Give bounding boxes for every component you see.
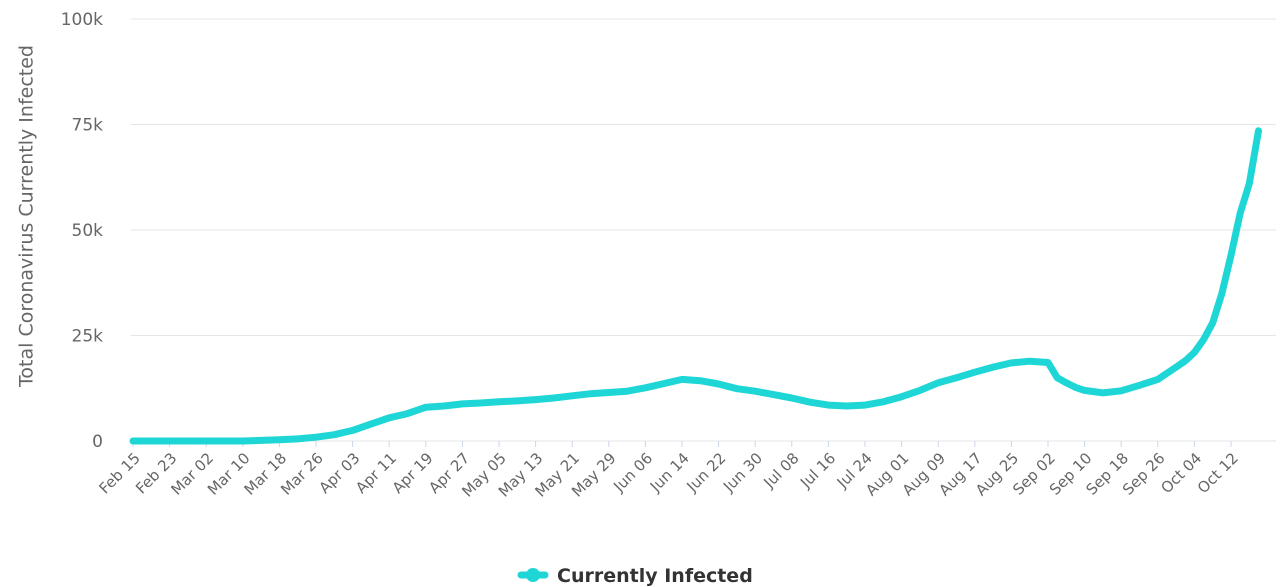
grid-lines	[131, 18, 1276, 442]
series-line[interactable]	[129, 127, 1262, 445]
legend-label[interactable]: Currently Infected	[557, 565, 753, 587]
y-tick-label: 100k	[61, 10, 103, 30]
y-tick-label: 50k	[72, 221, 104, 241]
x-tick-label: Jun 06	[609, 449, 656, 496]
legend[interactable]: Currently Infected	[517, 565, 753, 587]
series-layer	[129, 127, 1262, 445]
legend-dot-icon	[526, 568, 540, 582]
x-tick-label: Jul 08	[760, 449, 803, 492]
y-tick-label: 0	[92, 432, 103, 452]
y-tick-label: 75k	[72, 116, 104, 136]
x-tick-label: Jun 30	[719, 449, 766, 496]
y-axis-ticks: 0 25k 50k 75k 100k	[61, 10, 103, 452]
x-tick-label: Jun 22	[683, 449, 730, 496]
y-axis-title: Total Coronavirus Currently Infected	[16, 45, 38, 388]
y-tick-label: 25k	[72, 327, 104, 347]
x-tick-label: Oct 12	[1194, 449, 1242, 497]
x-tick-label: Jul 16	[796, 449, 839, 492]
x-tick-label: Jun 14	[646, 449, 693, 496]
legend-marker[interactable]	[517, 568, 549, 582]
